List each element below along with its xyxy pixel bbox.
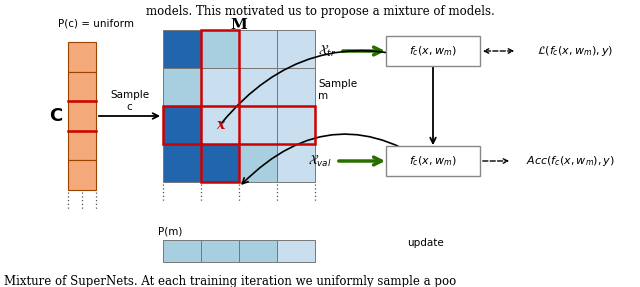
Text: models. This motivated us to propose a mixture of models.: models. This motivated us to propose a m… xyxy=(146,5,494,18)
Bar xyxy=(277,144,315,182)
Bar xyxy=(277,106,315,144)
Bar xyxy=(201,106,239,144)
Text: update: update xyxy=(406,238,444,248)
Bar xyxy=(68,160,96,190)
Bar xyxy=(163,240,201,262)
Bar xyxy=(201,144,239,182)
Bar xyxy=(163,68,201,106)
Bar xyxy=(201,30,239,182)
Text: P(c) = uniform: P(c) = uniform xyxy=(58,18,134,28)
Bar xyxy=(201,30,239,68)
Text: P(m): P(m) xyxy=(158,226,182,236)
FancyBboxPatch shape xyxy=(386,36,480,66)
Bar xyxy=(277,68,315,106)
Bar xyxy=(163,30,201,68)
Bar xyxy=(201,240,239,262)
Bar xyxy=(277,30,315,68)
Bar xyxy=(68,42,96,71)
Text: Mixture of SuperNets. At each training iteration we uniformly sample a poo: Mixture of SuperNets. At each training i… xyxy=(4,275,456,287)
Bar xyxy=(239,68,277,106)
Text: $Acc(f_c(x,w_m),y)$: $Acc(f_c(x,w_m),y)$ xyxy=(525,154,614,168)
Bar xyxy=(163,106,201,144)
FancyArrowPatch shape xyxy=(243,134,441,184)
Text: $f_c(x, w_m)$: $f_c(x, w_m)$ xyxy=(409,154,457,168)
Text: C: C xyxy=(49,107,63,125)
Text: Sample
c: Sample c xyxy=(110,90,149,112)
Text: $\mathcal{X}_{tr}$: $\mathcal{X}_{tr}$ xyxy=(317,43,336,59)
Bar xyxy=(239,106,277,144)
Bar xyxy=(163,106,315,144)
Text: Sample
m: Sample m xyxy=(318,79,357,101)
Bar xyxy=(239,144,277,182)
Bar xyxy=(68,131,96,160)
FancyArrowPatch shape xyxy=(221,51,429,123)
Text: x: x xyxy=(216,118,224,132)
Bar xyxy=(68,101,96,131)
Bar xyxy=(163,144,201,182)
Bar xyxy=(201,68,239,106)
Bar xyxy=(68,71,96,101)
Bar xyxy=(239,240,277,262)
Text: $\mathcal{L}(f_c(x,w_m),y)$: $\mathcal{L}(f_c(x,w_m),y)$ xyxy=(537,44,613,58)
Text: $f_c(x, w_m)$: $f_c(x, w_m)$ xyxy=(409,44,457,58)
Text: M: M xyxy=(230,18,248,32)
FancyBboxPatch shape xyxy=(386,146,480,176)
Text: $\mathcal{X}_{val}$: $\mathcal{X}_{val}$ xyxy=(308,154,332,168)
Bar xyxy=(239,30,277,68)
Bar xyxy=(277,240,315,262)
